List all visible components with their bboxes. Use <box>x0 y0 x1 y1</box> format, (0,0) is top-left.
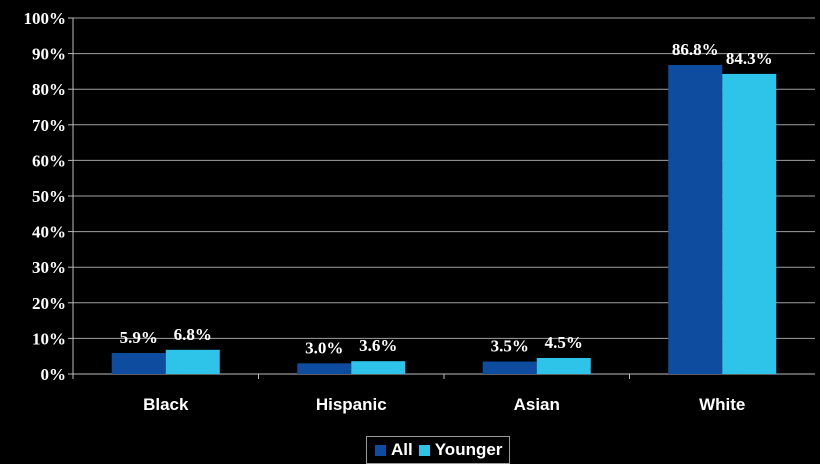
bar <box>722 73 777 374</box>
legend-item-younger: Younger <box>418 440 503 460</box>
data-label: 4.5% <box>545 333 583 352</box>
legend-label-all: All <box>391 440 413 459</box>
y-tick-label: 90% <box>32 45 66 64</box>
data-label: 6.8% <box>174 325 212 344</box>
y-tick-label: 50% <box>32 187 66 206</box>
legend-swatch-all <box>375 444 386 456</box>
x-tick-label: Hispanic <box>316 395 387 414</box>
bar <box>165 349 220 374</box>
data-label: 5.9% <box>120 328 158 347</box>
y-tick-label: 60% <box>32 151 66 170</box>
bar <box>297 363 352 374</box>
legend-item-all: All <box>375 440 413 460</box>
y-tick-label: 80% <box>32 80 66 99</box>
y-tick-label: 100% <box>24 9 67 28</box>
bar <box>668 64 723 374</box>
y-tick-label: 40% <box>32 223 66 242</box>
x-tick-label: Asian <box>514 395 560 414</box>
data-label: 84.3% <box>726 49 773 68</box>
x-tick-label: White <box>699 395 745 414</box>
bar <box>111 352 166 374</box>
y-tick-label: 70% <box>32 116 66 135</box>
y-tick-label: 0% <box>41 365 67 384</box>
data-label: 3.0% <box>305 338 343 357</box>
legend-label-younger: Younger <box>434 440 503 459</box>
legend-swatch-younger <box>418 444 430 456</box>
data-label: 3.5% <box>491 337 529 356</box>
y-tick-label: 30% <box>32 258 66 277</box>
data-label: 86.8% <box>672 40 719 59</box>
x-tick-label: Black <box>143 395 189 414</box>
legend: All Younger <box>366 436 511 464</box>
data-label: 3.6% <box>359 336 397 355</box>
bar <box>351 361 406 374</box>
bar <box>536 357 591 374</box>
y-tick-label: 10% <box>32 329 66 348</box>
bar <box>482 361 537 374</box>
y-tick-label: 20% <box>32 294 66 313</box>
